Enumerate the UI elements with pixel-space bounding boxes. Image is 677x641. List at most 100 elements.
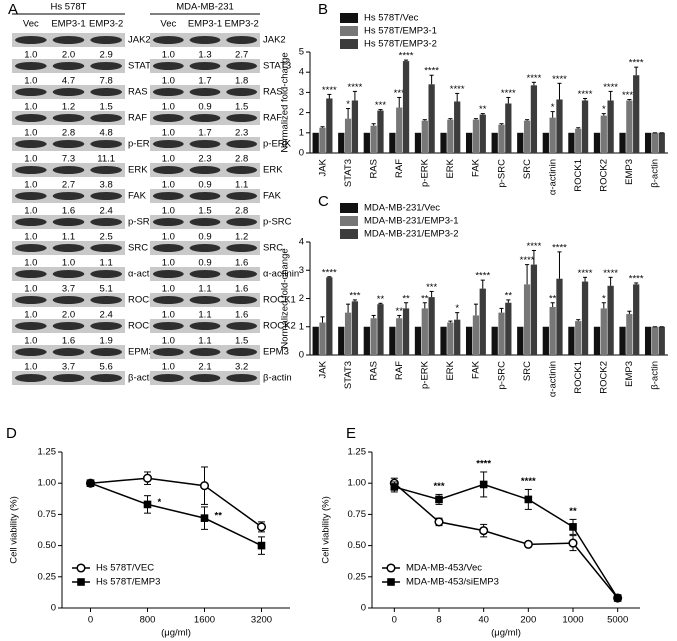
x-tick-label: β-actin <box>650 159 661 188</box>
bar <box>644 326 652 355</box>
panel-label: D <box>6 425 17 442</box>
blot-band <box>189 36 221 44</box>
blot-band <box>52 322 85 330</box>
bar <box>377 304 384 355</box>
bar <box>575 128 582 153</box>
x-tick-label: α-actinin <box>547 361 558 397</box>
bar <box>581 100 589 153</box>
protein-label: β-actin <box>128 373 157 384</box>
blot-value: 1.0 <box>24 258 37 269</box>
marker <box>86 479 95 487</box>
blot-value: 2.4 <box>100 206 113 217</box>
protein-label: STAT3 <box>128 61 156 72</box>
blot-band <box>226 296 258 304</box>
bar <box>644 132 652 153</box>
significance: ** <box>421 293 429 304</box>
significance: **** <box>322 85 337 96</box>
significance: * <box>455 303 459 314</box>
blot-band <box>90 348 122 356</box>
blot-value: 7.8 <box>100 76 113 87</box>
blot-band <box>90 62 122 70</box>
legend-swatch <box>340 39 358 49</box>
marker <box>613 594 622 602</box>
blot-band <box>189 270 221 278</box>
blot-value: 1.0 <box>24 50 37 61</box>
blot-band <box>226 192 258 200</box>
bar <box>389 132 396 153</box>
blot-band <box>189 296 221 304</box>
significance: ** <box>402 293 410 304</box>
bar <box>556 99 563 153</box>
blot-value: 1.5 <box>100 102 113 113</box>
blot-band <box>152 218 184 226</box>
blot-value: 1.0 <box>24 76 37 87</box>
blot-value: 3.8 <box>100 180 113 191</box>
blot-band <box>15 296 47 304</box>
y-tick-label: 0.50 <box>348 540 367 551</box>
x-tick-label: β-actin <box>650 361 661 390</box>
bar <box>447 119 454 153</box>
y-tick-label: 2 <box>299 293 304 304</box>
blot-band <box>189 140 221 148</box>
bar <box>530 85 538 153</box>
blot-band <box>90 114 122 122</box>
bar <box>542 132 549 153</box>
bar <box>530 264 538 355</box>
bar <box>549 306 556 355</box>
legend-marker <box>387 578 395 586</box>
blot-band <box>52 166 85 174</box>
significance: **** <box>450 84 465 95</box>
blot-value: 1.2 <box>235 232 248 243</box>
significance: **** <box>521 476 536 487</box>
y-tick-label: 0.50 <box>38 540 57 551</box>
blot-band <box>152 114 184 122</box>
x-tick-label: RAF <box>394 361 405 380</box>
significance: * <box>602 104 606 115</box>
blot-value: 3.2 <box>235 362 248 373</box>
protein-label: ROCK2 <box>128 321 161 332</box>
protein-label: RAF <box>263 113 282 124</box>
bar <box>414 132 422 153</box>
lane-label: EMP3-2 <box>225 19 259 30</box>
marker <box>435 495 443 504</box>
blot-band <box>90 88 122 96</box>
bar <box>472 119 480 153</box>
x-tick-label: EMP3 <box>624 361 635 387</box>
line <box>393 482 619 599</box>
blot-band <box>90 166 122 174</box>
legend-label: MDA-MB-453/siEMP3 <box>406 577 499 588</box>
line <box>394 483 619 599</box>
blot-band <box>152 140 184 148</box>
blot-value: 2.7 <box>235 50 248 61</box>
y-tick-label: 2 <box>299 107 304 118</box>
blot-value: 2.7 <box>62 180 75 191</box>
blot-band <box>52 62 85 70</box>
protein-label: ERK <box>263 165 283 176</box>
marker <box>199 481 210 491</box>
blot-band <box>90 270 122 278</box>
blot-band <box>189 88 221 96</box>
marker <box>479 526 489 536</box>
x-tick-label: p-SRC <box>496 361 507 390</box>
legend-swatch <box>340 216 358 226</box>
blot-band <box>15 140 47 148</box>
bar <box>479 114 486 153</box>
protein-label: α-actinin <box>128 269 164 280</box>
bar <box>505 103 512 153</box>
blot-value: 2.9 <box>100 50 113 61</box>
bar <box>542 326 549 355</box>
protein-label: β-actin <box>263 373 292 384</box>
blot-value: 3.7 <box>62 284 75 295</box>
significance: **** <box>629 58 644 69</box>
significance: *** <box>375 100 386 111</box>
blot-value: 2.0 <box>62 310 75 321</box>
bar <box>491 326 498 355</box>
marker <box>390 483 399 491</box>
blot-value: 1.5 <box>235 102 248 113</box>
marker <box>257 541 266 550</box>
x-tick-label: RAS <box>368 159 379 179</box>
bar <box>523 120 531 153</box>
x-tick-label: ROCK1 <box>573 159 584 192</box>
blot-band <box>90 374 122 382</box>
legend-swatch <box>340 26 358 36</box>
